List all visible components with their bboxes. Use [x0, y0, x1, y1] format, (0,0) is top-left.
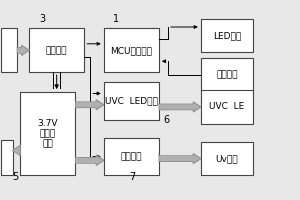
Polygon shape: [13, 145, 20, 155]
Text: LED状态: LED状态: [213, 31, 241, 40]
Bar: [201, 142, 253, 175]
Text: 1: 1: [113, 14, 119, 24]
Polygon shape: [96, 155, 104, 165]
Bar: [17, 47, 22, 53]
Bar: [104, 82, 159, 120]
Bar: [201, 90, 253, 124]
Text: 6: 6: [164, 115, 169, 125]
Text: UVC  LE: UVC LE: [209, 102, 244, 111]
Text: 按键控制: 按键控制: [216, 71, 238, 80]
Bar: [201, 58, 253, 92]
Text: 5: 5: [13, 172, 19, 182]
Text: 汞灯驱动: 汞灯驱动: [121, 152, 142, 161]
Text: MCU微处理器: MCU微处理器: [110, 46, 152, 55]
Bar: [1, 28, 17, 72]
Text: 3.7V
锂离子
电池: 3.7V 锂离子 电池: [38, 119, 58, 149]
Bar: [104, 138, 159, 175]
Bar: [75, 102, 96, 108]
Bar: [29, 28, 84, 72]
Text: 充电管理: 充电管理: [46, 46, 68, 55]
Bar: [159, 104, 193, 110]
Polygon shape: [96, 100, 104, 110]
Bar: [20, 92, 75, 175]
Bar: [104, 28, 159, 72]
Bar: [201, 19, 253, 52]
Text: 3: 3: [39, 14, 45, 24]
Text: UVC  LED驱动: UVC LED驱动: [105, 96, 158, 105]
Polygon shape: [193, 154, 201, 164]
Text: Uv汞灯: Uv汞灯: [216, 154, 238, 163]
Polygon shape: [22, 45, 29, 55]
Text: 7: 7: [129, 172, 135, 182]
Bar: [75, 157, 96, 163]
Bar: [1, 140, 13, 175]
Polygon shape: [193, 102, 201, 112]
Bar: [159, 156, 193, 162]
